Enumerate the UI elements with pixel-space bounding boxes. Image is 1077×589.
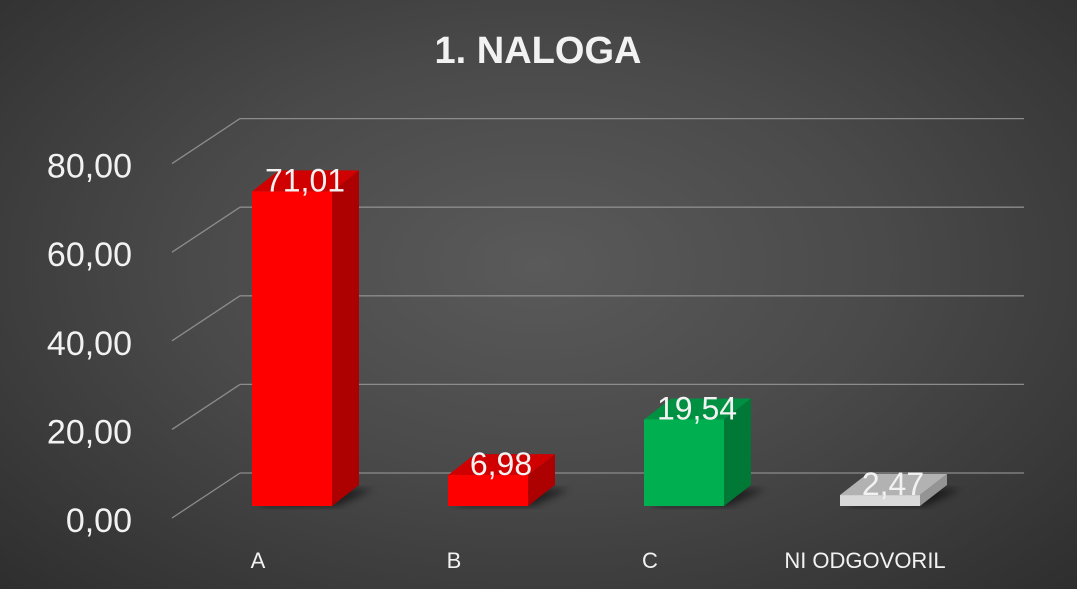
bar-side <box>332 170 359 506</box>
chart-title: 1. NALOGA <box>435 30 642 72</box>
gridline-diagonal <box>171 383 241 430</box>
data-label: 71,01 <box>265 162 345 198</box>
y-tick-label: 40,00 <box>47 325 132 363</box>
y-tick-label: 0,00 <box>66 502 132 540</box>
x-tick-label: C <box>642 548 658 573</box>
y-tick-label: 60,00 <box>47 236 132 274</box>
y-tick-label: 80,00 <box>47 148 132 186</box>
data-label: 6,98 <box>470 446 532 482</box>
gridline-diagonal <box>171 472 241 519</box>
data-label: 19,54 <box>657 390 737 426</box>
bar-top <box>448 454 555 476</box>
bar-side <box>528 454 555 506</box>
bar-top <box>252 170 359 192</box>
x-tick-label: NI ODGOVORIL <box>784 548 945 573</box>
bar-top <box>644 398 751 420</box>
gridline-diagonal <box>171 118 241 165</box>
x-tick-label: A <box>251 548 266 573</box>
bar-side <box>724 398 751 506</box>
bar <box>644 419 724 506</box>
bar <box>252 191 332 506</box>
gridline-diagonal <box>171 206 241 253</box>
bar-top <box>840 474 947 496</box>
bar-side <box>920 474 947 506</box>
x-tick-label: B <box>447 548 462 573</box>
y-tick-label: 20,00 <box>47 413 132 451</box>
bar <box>448 475 528 506</box>
data-label: 2,47 <box>862 466 924 502</box>
bar <box>840 495 920 506</box>
gridline-diagonal <box>171 295 241 342</box>
